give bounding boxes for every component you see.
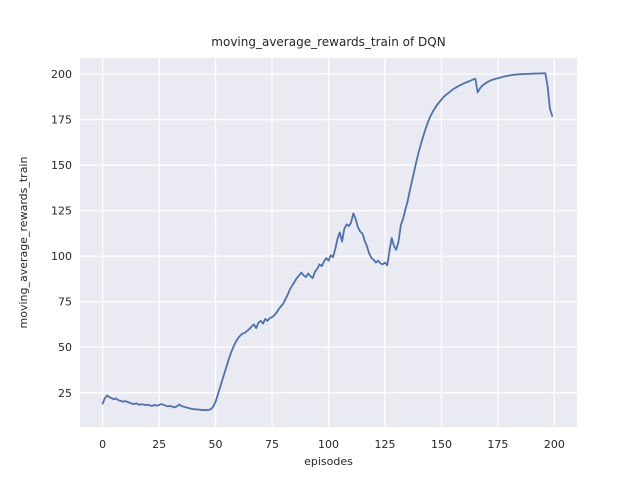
y-tick-label: 175 — [51, 114, 72, 127]
x-axis-label: episodes — [304, 455, 353, 468]
x-tick-label: 25 — [152, 438, 166, 451]
x-tick-label: 100 — [318, 438, 339, 451]
y-tick-label: 150 — [51, 159, 72, 172]
x-tick-label: 200 — [544, 438, 565, 451]
gridlines — [80, 58, 577, 427]
x-tick-labels: 0 25 50 75 100 125 150 175 200 — [99, 438, 565, 451]
y-tick-label: 125 — [51, 205, 72, 218]
data-series — [101, 72, 554, 411]
x-tick-label: 75 — [265, 438, 279, 451]
x-tick-label: 125 — [375, 438, 396, 451]
x-tick-label: 50 — [209, 438, 223, 451]
series-line-moving_average_rewards_train — [101, 72, 554, 411]
y-tick-label: 200 — [51, 68, 72, 81]
y-axis-label: moving_average_rewards_train — [17, 157, 30, 329]
y-tick-label: 100 — [51, 250, 72, 263]
x-tick-label: 175 — [487, 438, 508, 451]
y-tick-label: 75 — [58, 296, 72, 309]
x-tick-label: 150 — [431, 438, 452, 451]
x-tick-label: 0 — [99, 438, 106, 451]
y-tick-label: 25 — [58, 387, 72, 400]
y-tick-label: 50 — [58, 341, 72, 354]
chart-title: moving_average_rewards_train of DQN — [211, 35, 445, 49]
y-tick-labels: 25 50 75 100 125 150 175 200 — [51, 68, 72, 400]
